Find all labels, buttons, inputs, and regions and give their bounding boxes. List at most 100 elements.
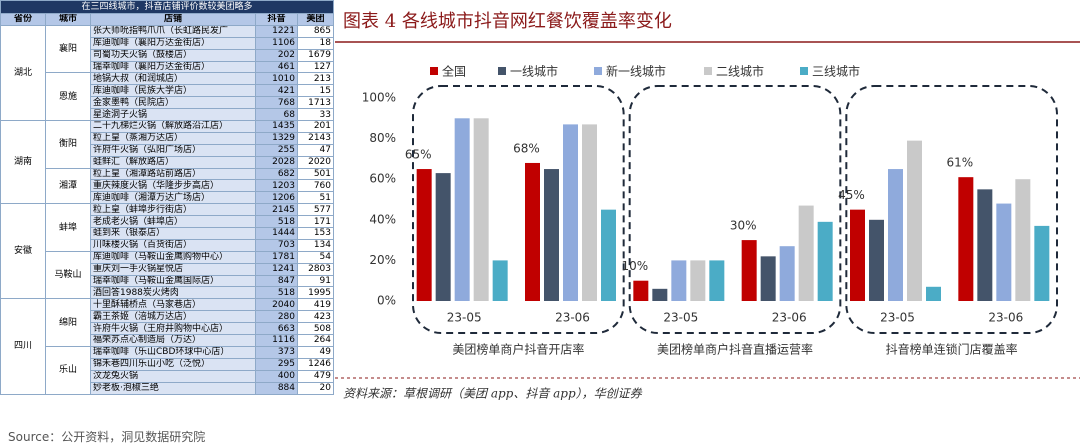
data-label: 68%	[513, 141, 540, 155]
bar	[1034, 225, 1050, 301]
bar	[977, 189, 993, 301]
douyin-cell: 255	[255, 143, 298, 157]
store-table: 在三四线城市，抖音店铺评价数较美团略多 省份 城市 店铺 抖音 美团 湖北 襄阳 张大师吮指鸭爪…	[0, 0, 334, 395]
table-row: 许府牛火锅（王府井购物中心店） 663 508	[1, 322, 334, 336]
douyin-cell: 1329	[255, 131, 298, 145]
x-tick-label: 23-06	[988, 311, 1023, 325]
bar	[633, 280, 649, 301]
meituan-cell: 1246	[297, 357, 334, 371]
table-row: 库迪咖啡（民族大学店） 421 15	[1, 84, 334, 98]
bar	[779, 246, 795, 301]
meituan-cell: 49	[297, 345, 334, 359]
store-cell: 川味楼火锅（百货街店）	[90, 238, 256, 252]
bar	[850, 209, 865, 301]
douyin-cell: 400	[255, 369, 298, 383]
table-row: 霸王茶姬（涪城万达店） 280 423	[1, 310, 334, 324]
douyin-cell: 461	[255, 60, 298, 74]
y-tick-label: 20%	[369, 253, 396, 267]
table-row: 库迪咖啡（襄阳万达金街店） 1106 18	[1, 36, 334, 50]
douyin-cell: 1221	[255, 24, 298, 38]
store-cell: 金家墨鸭（民院店）	[90, 96, 256, 110]
data-label: 45%	[838, 188, 865, 202]
douyin-cell: 1010	[255, 72, 298, 86]
douyin-cell: 1206	[255, 191, 298, 205]
douyin-cell: 1116	[255, 334, 298, 347]
store-cell: 重庆辣度火锅（华隆步步高店）	[90, 179, 256, 193]
table-title: 在三四线城市，抖音店铺评价数较美团略多	[0, 0, 334, 14]
table-row: 湖北 襄阳 张大师吮指鸭爪爪（长虹路民发广 1221 865	[0, 24, 334, 122]
city-cell: 襄阳	[45, 24, 91, 74]
legend-label: 全国	[442, 64, 466, 79]
bar	[869, 219, 884, 301]
bar	[817, 221, 833, 301]
table-row: 恩施 地锅大叔（和润城店） 1010 213	[1, 72, 334, 122]
store-cell: 妙老板·泡椒三绝	[90, 381, 256, 395]
meituan-cell: 134	[297, 238, 334, 252]
table-row: 金家墨鸭（民院店） 768 1713	[1, 96, 334, 110]
bar	[741, 240, 757, 301]
meituan-cell: 15	[297, 84, 334, 98]
bar	[563, 124, 578, 301]
x-tick-label: 23-05	[880, 311, 915, 325]
city-cell: 恩施	[45, 72, 91, 122]
group-panel	[628, 85, 842, 334]
table-row: 在三四线城市，抖音店铺评价数较美团略多	[0, 0, 334, 14]
meituan-cell: 1995	[297, 286, 334, 300]
meituan-cell: 51	[297, 191, 334, 205]
douyin-cell: 295	[255, 357, 298, 371]
meituan-cell: 127	[297, 60, 334, 74]
province-cell: 湖北	[0, 24, 46, 122]
meituan-cell: 577	[297, 203, 334, 217]
group-panel	[845, 85, 1059, 334]
city-cell: 衡阳	[45, 120, 91, 169]
meituan-cell: 171	[297, 215, 334, 229]
legend-swatch	[498, 67, 506, 75]
meituan-cell: 760	[297, 179, 334, 193]
meituan-cell: 47	[297, 143, 334, 157]
legend-label: 二线城市	[716, 64, 764, 79]
y-tick-label: 0%	[377, 294, 396, 308]
meituan-cell: 153	[297, 227, 334, 240]
city-cell: 湘潭	[45, 167, 91, 205]
table-row: 安徽 蚌埠 粒上皇（蚌埠步行街店） 2145 577	[0, 203, 334, 300]
bar	[435, 173, 451, 301]
store-cell: 张大师吮指鸭爪爪（长虹路民发广	[90, 24, 256, 38]
meituan-cell: 419	[297, 298, 334, 312]
table-row: 瑞幸咖啡（襄阳万达金街店） 461 127	[1, 60, 334, 74]
douyin-cell: 1106	[255, 36, 298, 50]
table-row: 福荣苏点心制造局（万达） 1116 264	[1, 334, 334, 347]
meituan-cell: 213	[297, 72, 334, 86]
store-cell: 星途洞子火锅	[90, 108, 256, 122]
province-cell: 四川	[0, 298, 46, 395]
douyin-cell: 1435	[255, 120, 298, 133]
store-cell: 锦禾巷四川乐山小吃（泛悦）	[90, 357, 256, 371]
store-cell: 地锅大叔（和润城店）	[90, 72, 256, 86]
table-header: 店铺	[90, 13, 256, 26]
city-cell: 乐山	[45, 345, 91, 395]
table-row: 锦禾巷四川乐山小吃（泛悦） 295 1246	[1, 357, 334, 371]
city-cell: 绵阳	[45, 298, 91, 347]
meituan-cell: 2020	[297, 155, 334, 169]
store-cell: 许府牛火锅（王府井购物中心店）	[90, 322, 256, 336]
store-cell: 十里酥辅桥点（马家巷店）	[90, 298, 256, 312]
douyin-cell: 373	[255, 345, 298, 359]
table-row: 许府牛火锅（弘阳广场店） 255 47	[1, 143, 334, 157]
meituan-cell: 479	[297, 369, 334, 383]
meituan-cell: 2803	[297, 262, 334, 276]
store-cell: 库迪咖啡（马鞍山金鹰购物中心）	[90, 250, 256, 264]
table-header: 美团	[297, 13, 334, 26]
table-row: 星途洞子火锅 68 33	[1, 108, 334, 122]
bar	[652, 288, 668, 301]
legend-swatch	[704, 67, 712, 75]
table-row: 妙老板·泡椒三绝 884 20	[1, 381, 334, 395]
store-cell: 二十九梯烂火锅（解放路沿江店）	[90, 120, 256, 133]
meituan-cell: 501	[297, 167, 334, 181]
bar	[544, 169, 559, 301]
meituan-cell: 1679	[297, 48, 334, 62]
bar	[926, 286, 941, 301]
store-cell: 司蜀功夫火锅（鼓楼店）	[90, 48, 256, 62]
douyin-cell: 884	[255, 381, 298, 395]
store-cell: 粒上皇（湘潭路站前路店）	[90, 167, 256, 181]
meituan-cell: 264	[297, 334, 334, 347]
